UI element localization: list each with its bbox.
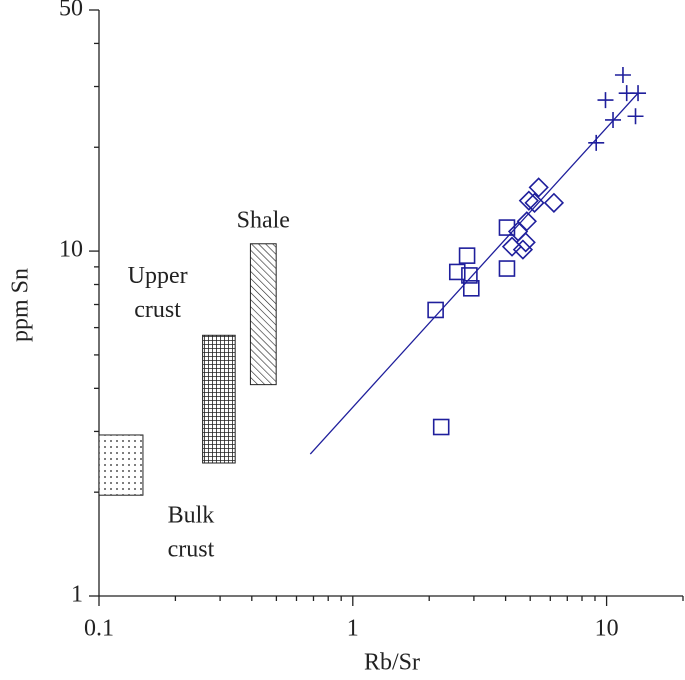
diamond-marker <box>524 192 545 213</box>
diamond-marker <box>515 232 536 253</box>
diamond-marker <box>518 190 539 211</box>
diamond-marker <box>528 177 549 198</box>
plus-marker <box>588 134 605 151</box>
x-tick-label: 0.1 <box>84 616 114 642</box>
diamond-marker <box>543 192 565 213</box>
plus-marker <box>614 66 631 83</box>
square-marker <box>458 247 476 264</box>
square-marker <box>461 267 478 284</box>
fit-line <box>309 92 639 455</box>
x-axis-title: Rb/Sr <box>364 650 420 676</box>
square-marker <box>432 418 450 436</box>
square-marker <box>427 301 444 319</box>
field-label: Shale <box>237 207 290 233</box>
x-tick-label: 10 <box>595 616 619 642</box>
field-hatch <box>249 243 277 386</box>
plus-marker <box>597 92 614 109</box>
plus-marker <box>627 108 644 125</box>
square-marker <box>448 263 466 281</box>
y-axis-title: ppm Sn <box>8 268 34 342</box>
y-tick-label: 50 <box>59 0 83 22</box>
field-label: crust <box>168 537 215 563</box>
field-label: crust <box>134 297 181 323</box>
plus-marker <box>605 111 622 128</box>
field-grid <box>202 334 236 464</box>
diamond-marker <box>512 239 534 260</box>
x-tick-label: 1 <box>347 616 359 642</box>
square-marker <box>498 219 516 236</box>
plus-marker <box>630 85 647 102</box>
field-dots <box>98 434 144 496</box>
field-label: Upper <box>128 263 188 289</box>
field-label: Bulk <box>168 503 215 529</box>
y-tick-label: 1 <box>71 582 83 608</box>
diamond-marker <box>516 211 537 232</box>
square-marker <box>498 260 516 277</box>
y-tick-label: 10 <box>59 237 83 263</box>
square-marker <box>462 280 480 297</box>
